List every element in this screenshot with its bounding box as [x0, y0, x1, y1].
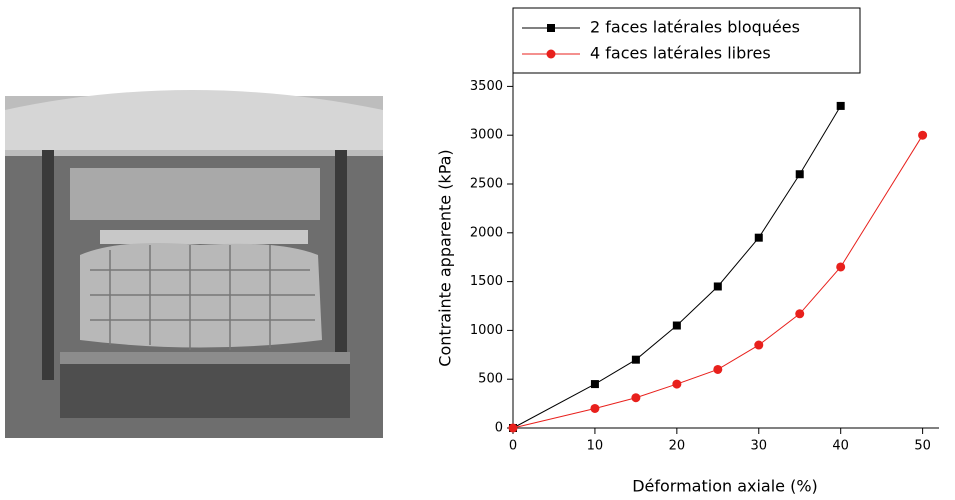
y-tick-label: 1500 [470, 274, 503, 289]
series-line [512, 134, 924, 429]
marker [713, 282, 722, 291]
press-head [5, 90, 383, 150]
x-tick-label: 50 [914, 439, 931, 454]
marker [672, 379, 682, 389]
legend-label: 4 faces latérales libres [590, 44, 771, 63]
marker [918, 130, 928, 140]
lower-plate [60, 362, 350, 418]
y-tick-label: 0 [495, 421, 503, 436]
marker [754, 233, 763, 242]
marker [508, 423, 518, 433]
marker [713, 364, 723, 374]
photo [5, 90, 383, 438]
y-tick-label: 3000 [470, 128, 503, 143]
marker [590, 403, 600, 413]
gabion-mesh [90, 245, 315, 350]
legend-marker [546, 49, 556, 59]
column-left [42, 150, 54, 380]
y-tick-label: 1000 [470, 323, 503, 338]
x-tick-label: 10 [587, 439, 604, 454]
y-axis-label: Contrainte apparente (kPa) [436, 149, 455, 366]
x-axis-label: Déformation axiale (%) [632, 477, 818, 496]
marker [672, 321, 681, 330]
marker [631, 393, 641, 403]
x-tick-label: 20 [669, 439, 686, 454]
marker [754, 340, 764, 350]
legend-marker [547, 24, 555, 32]
x-tick-label: 0 [509, 439, 517, 454]
y-tick-label: 3500 [470, 79, 503, 94]
marker [836, 101, 845, 110]
y-tick-label: 500 [478, 372, 503, 387]
x-tick-label: 30 [750, 439, 767, 454]
lower-plate-top [60, 352, 350, 364]
marker [795, 309, 805, 319]
series-line [512, 105, 842, 429]
upper-plate [70, 168, 320, 220]
legend-label: 2 faces latérales bloquées [590, 18, 800, 37]
marker [590, 380, 599, 389]
x-tick-label: 40 [832, 439, 849, 454]
marker [836, 262, 846, 272]
column-right [335, 150, 347, 380]
legend-box [512, 7, 861, 74]
wood-plank [100, 230, 308, 244]
y-tick-label: 2500 [470, 177, 503, 192]
y-tick-label: 2000 [470, 225, 503, 240]
marker [631, 355, 640, 364]
marker [795, 170, 804, 179]
